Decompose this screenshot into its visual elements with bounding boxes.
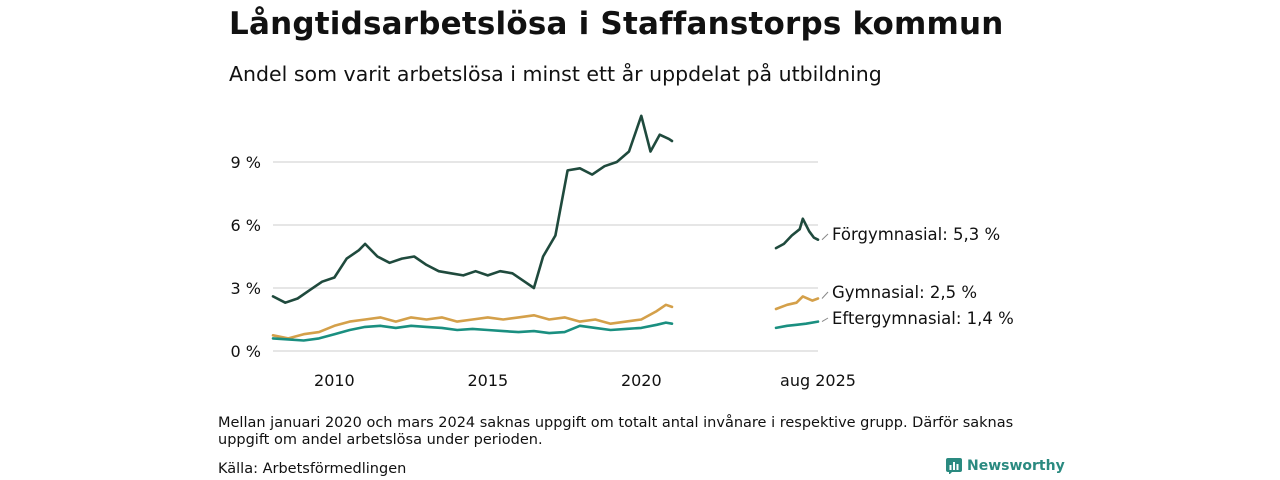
y-tick-label: 9 % [231,153,261,172]
source-label: Källa: Arbetsförmedlingen [218,461,407,477]
series-end-labels: Förgymnasial: 5,3 % Gymnasial: 2,5 % Efter… [821,225,1014,328]
brand-logo: Newsworthy [946,458,1065,474]
x-tick-label-end: aug 2025 [780,371,856,390]
chart-title: Långtidsarbetslösa i Staffanstorps kommu… [229,6,1004,42]
chart-subtitle: Andel som varit arbetslösa i minst ett å… [229,62,882,86]
y-tick-labels: 0 % 3 % 6 % 9 % [231,153,261,361]
series-end-label-eftergymnasial: Eftergymnasial: 1,4 % [832,309,1014,328]
x-tick-label: 2015 [467,371,508,390]
series-line-gymnasial-1 [271,303,674,340]
end-label-tick [821,233,829,241]
end-label-tick [821,291,829,299]
series-end-label-förgymnasial: Förgymnasial: 5,3 % [832,225,1000,244]
series-line-eftergymnasial-1 [271,321,674,342]
line-chart: 0 % 3 % 6 % 9 % 2010 2015 2020 aug 2025 Förgym… [231,114,1014,390]
series-end-label-gymnasial: Gymnasial: 2,5 % [832,283,977,302]
y-tick-label: 3 % [231,279,261,298]
x-tick-label: 2020 [621,371,662,390]
y-tick-label: 0 % [231,342,261,361]
series-line-eftergymnasial-2 [774,320,820,330]
series-line-förgymnasial-1 [271,114,674,304]
newsworthy-logo-icon [946,458,962,474]
series-lines [271,114,820,342]
brand-name: Newsworthy [967,458,1065,474]
x-tick-labels: 2010 2015 2020 aug 2025 [314,371,856,390]
end-label-tick [821,317,829,323]
y-tick-label: 6 % [231,216,261,235]
footnote: Mellan januari 2020 och mars 2024 saknas… [218,415,1014,448]
series-line-gymnasial-2 [774,295,820,311]
x-tick-label: 2010 [314,371,355,390]
gridlines [273,161,818,352]
series-line-förgymnasial-2 [774,217,820,250]
